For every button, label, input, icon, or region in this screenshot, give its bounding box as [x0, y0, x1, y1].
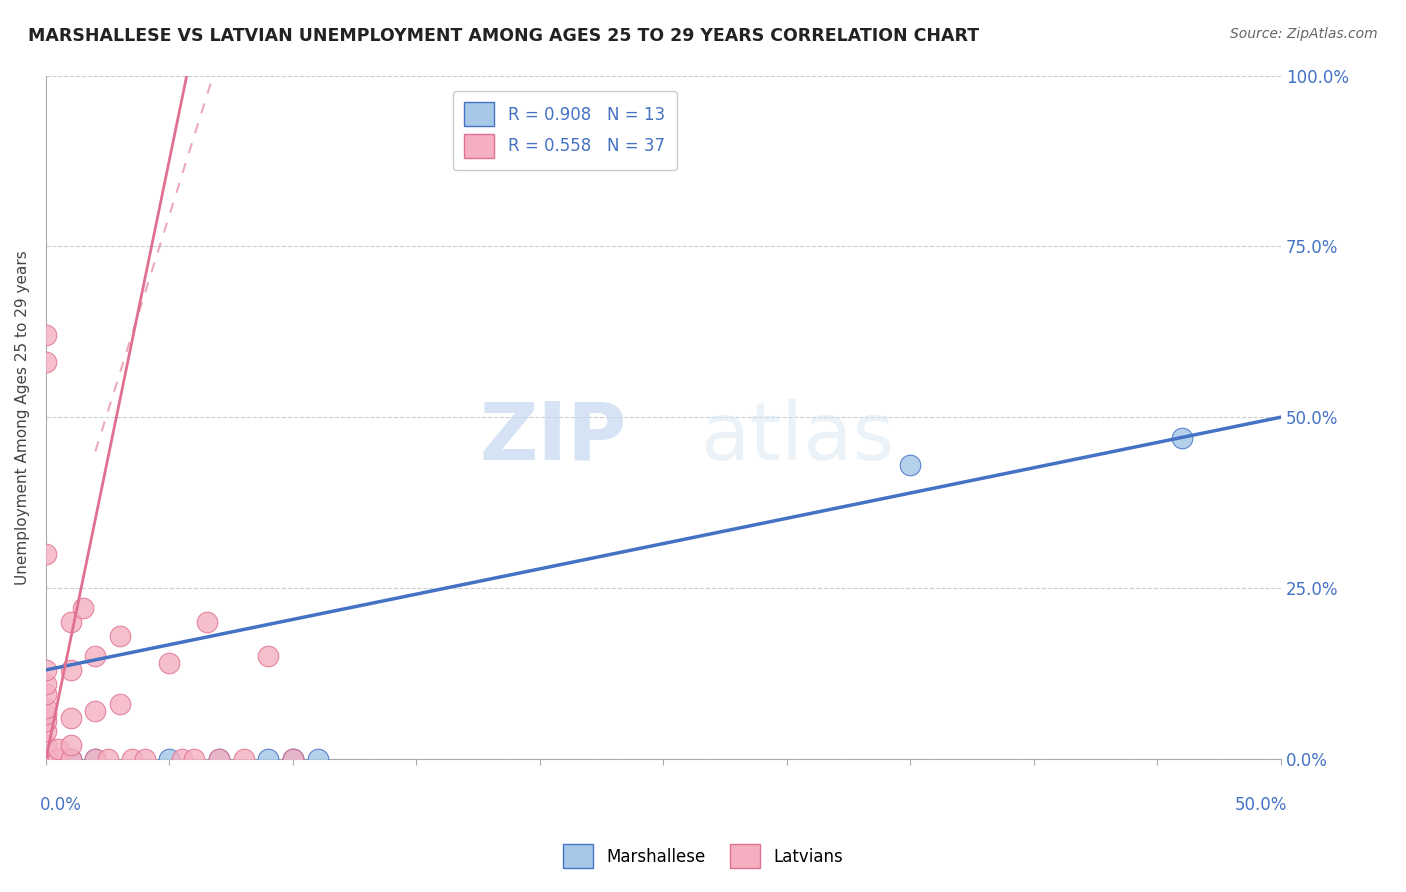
Point — [134, 752, 156, 766]
Point — [35, 663, 58, 677]
Point — [84, 704, 107, 718]
Point — [35, 707, 58, 722]
Text: ZIP: ZIP — [479, 399, 627, 476]
Point — [35, 687, 58, 701]
Point — [35, 714, 58, 729]
Point — [35, 724, 58, 739]
Point — [35, 700, 58, 714]
Point — [46, 741, 69, 756]
Point — [281, 752, 304, 766]
Point — [84, 649, 107, 664]
Text: atlas: atlas — [700, 399, 894, 476]
Point — [208, 752, 231, 766]
Point — [35, 752, 58, 766]
Point — [59, 615, 82, 629]
Point — [281, 752, 304, 766]
Point — [183, 752, 205, 766]
Point — [84, 752, 107, 766]
Point — [35, 328, 58, 343]
Point — [257, 752, 280, 766]
Legend: R = 0.908   N = 13, R = 0.558   N = 37: R = 0.908 N = 13, R = 0.558 N = 37 — [453, 91, 676, 169]
Point — [46, 752, 69, 766]
Point — [35, 547, 58, 561]
Point — [159, 752, 181, 766]
Point — [108, 697, 131, 711]
Point — [159, 656, 181, 670]
Point — [35, 752, 58, 766]
Y-axis label: Unemployment Among Ages 25 to 29 years: Unemployment Among Ages 25 to 29 years — [15, 250, 30, 584]
Text: 50.0%: 50.0% — [1234, 797, 1286, 814]
Text: 0.0%: 0.0% — [39, 797, 82, 814]
Point — [35, 752, 58, 766]
Point — [35, 355, 58, 369]
Text: Source: ZipAtlas.com: Source: ZipAtlas.com — [1230, 27, 1378, 41]
Point — [307, 752, 329, 766]
Point — [35, 738, 58, 752]
Point — [59, 752, 82, 766]
Point — [97, 752, 120, 766]
Point — [35, 752, 58, 766]
Point — [170, 752, 193, 766]
Point — [900, 458, 922, 472]
Point — [59, 738, 82, 752]
Point — [121, 752, 143, 766]
Legend: Marshallese, Latvians: Marshallese, Latvians — [555, 838, 851, 875]
Point — [257, 649, 280, 664]
Point — [35, 752, 58, 766]
Point — [281, 752, 304, 766]
Point — [35, 676, 58, 690]
Point — [59, 752, 82, 766]
Point — [195, 615, 218, 629]
Point — [1171, 431, 1194, 445]
Point — [72, 601, 94, 615]
Point — [108, 629, 131, 643]
Point — [84, 752, 107, 766]
Point — [59, 663, 82, 677]
Point — [59, 711, 82, 725]
Point — [232, 752, 254, 766]
Text: MARSHALLESE VS LATVIAN UNEMPLOYMENT AMONG AGES 25 TO 29 YEARS CORRELATION CHART: MARSHALLESE VS LATVIAN UNEMPLOYMENT AMON… — [28, 27, 979, 45]
Point — [208, 752, 231, 766]
